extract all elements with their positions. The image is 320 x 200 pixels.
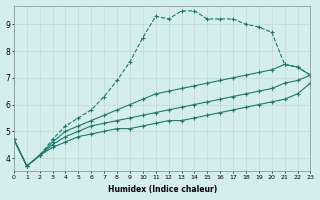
X-axis label: Humidex (Indice chaleur): Humidex (Indice chaleur): [108, 185, 217, 194]
